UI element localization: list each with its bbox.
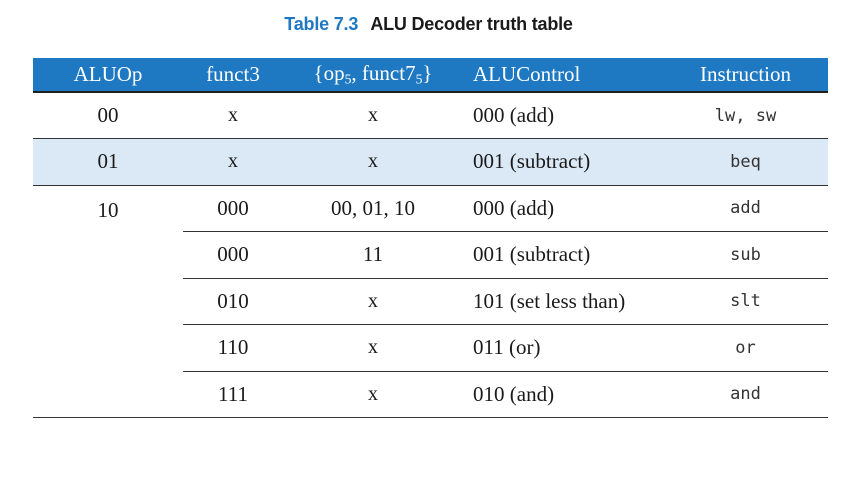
cell-instruction: lw, sw (663, 92, 828, 139)
cell-alucontrol: 000 (add) (463, 185, 663, 232)
cell-aluop: 00 (33, 92, 183, 139)
table-row: 10 000 00, 01, 10 000 (add) add (33, 185, 828, 418)
cell-funct3: x (183, 92, 283, 139)
cell-alucontrol: 001 (subtract) (463, 138, 663, 186)
cell-op-funct7: x (283, 138, 463, 186)
table-body: 00 x x 000 (add) lw, sw 01 x x 001 (subt… (33, 92, 828, 418)
cell-instruction: and (663, 371, 828, 418)
header-row: ALUOp funct3 {op5, funct75} ALUControl I… (33, 58, 828, 93)
table-row: 110 x 011 (or) or (33, 324, 828, 372)
table-row: 000 11 001 (subtract) sub (33, 231, 828, 279)
header-alucontrol: ALUControl (463, 58, 663, 93)
cell-alucontrol: 000 (add) (463, 92, 663, 139)
cell-funct3: x (183, 138, 283, 186)
cell-alucontrol: 001 (subtract) (463, 231, 663, 279)
cell-instruction: add (663, 185, 828, 232)
cell-op-funct7: x (283, 324, 463, 372)
header-op-open: {op (313, 61, 345, 86)
header-op-subscript: 5 (344, 71, 352, 87)
table-row: 111 x 010 (and) and (33, 371, 828, 418)
header-funct7-subscript: 5 (415, 71, 423, 87)
header-op-close: } (422, 61, 433, 86)
header-op-funct7: {op5, funct75} (283, 58, 463, 93)
cell-op-funct7: 00, 01, 10 (283, 185, 463, 232)
cell-funct3: 111 (183, 371, 283, 418)
cell-funct3: 000 (183, 185, 283, 232)
table-number: Table 7.3 (284, 14, 359, 34)
header-aluop: ALUOp (33, 58, 183, 93)
cell-funct3: 110 (183, 324, 283, 372)
table-caption: Table 7.3 ALU Decoder truth table (0, 14, 857, 35)
table-row: 010 x 101 (set less than) slt (33, 278, 828, 325)
cell-instruction: or (663, 324, 828, 372)
header-funct7-mid: , funct7 (351, 61, 416, 86)
cell-instruction: slt (663, 278, 828, 325)
table-title: ALU Decoder truth table (370, 14, 573, 34)
table-row: 01 x x 001 (subtract) beq (33, 138, 828, 186)
header-instruction: Instruction (663, 58, 828, 93)
cell-alucontrol: 011 (or) (463, 324, 663, 372)
cell-aluop: 01 (33, 138, 183, 186)
alu-decoder-truth-table: ALUOp funct3 {op5, funct75} ALUControl I… (33, 58, 828, 418)
cell-funct3: 010 (183, 278, 283, 325)
cell-op-funct7: x (283, 278, 463, 325)
cell-instruction: sub (663, 231, 828, 279)
header-funct3: funct3 (183, 58, 283, 93)
table-row: 00 x x 000 (add) lw, sw (33, 92, 828, 139)
cell-instruction: beq (663, 138, 828, 186)
cell-op-funct7: 11 (283, 231, 463, 279)
cell-op-funct7: x (283, 371, 463, 418)
cell-funct3: 000 (183, 231, 283, 279)
cell-alucontrol: 010 (and) (463, 371, 663, 418)
cell-alucontrol: 101 (set less than) (463, 278, 663, 325)
table-header: ALUOp funct3 {op5, funct75} ALUControl I… (33, 58, 828, 93)
cell-aluop-group: 10 (33, 185, 183, 418)
cell-op-funct7: x (283, 92, 463, 139)
